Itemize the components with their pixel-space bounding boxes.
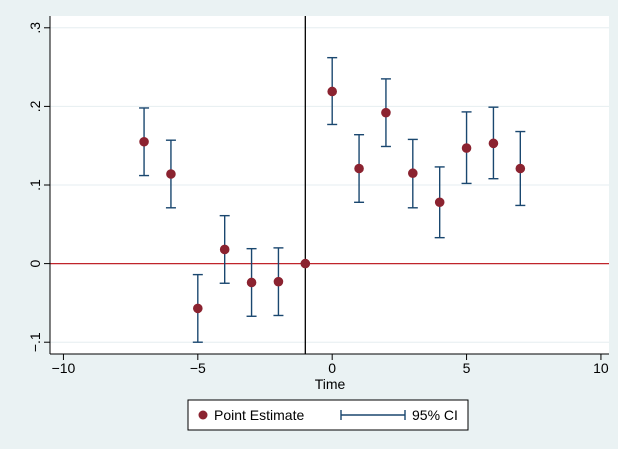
- axis-layer: −10 −5 0 5 10 −.1 0 .1 .2 .3: [27, 16, 609, 376]
- point-estimate-marker: [488, 138, 499, 149]
- x-tick-label: 0: [328, 360, 336, 376]
- point-estimate-marker: [246, 277, 257, 288]
- point-estimate-marker: [193, 303, 203, 314]
- point-layer: [139, 86, 526, 314]
- x-tick-label: 10: [593, 360, 609, 376]
- point-estimate-marker: [327, 86, 337, 97]
- legend: Point Estimate 95% CI: [187, 399, 469, 431]
- point-estimate-marker: [219, 244, 230, 255]
- point-estimate-marker: [166, 169, 176, 179]
- reference-lines-layer: [50, 16, 609, 354]
- legend-point-label: Point Estimate: [214, 407, 304, 423]
- point-estimate-marker: [139, 136, 149, 147]
- legend-ci-marker: [340, 410, 406, 420]
- point-estimate-marker: [300, 258, 311, 269]
- legend-ci-label: 95% CI: [412, 407, 458, 423]
- point-estimate-marker: [273, 276, 284, 287]
- x-tick-label: −10: [52, 360, 76, 376]
- point-estimate-marker: [515, 163, 526, 174]
- point-estimate-marker: [354, 163, 364, 174]
- point-estimate-marker: [434, 197, 445, 208]
- y-tick-label: .3: [27, 22, 43, 34]
- y-tick-label: 0: [27, 260, 43, 268]
- x-tick-label: 5: [463, 360, 471, 376]
- point-estimate-marker: [381, 107, 391, 118]
- point-estimate-marker: [408, 168, 418, 179]
- x-tick-label: −5: [190, 360, 206, 376]
- point-estimate-marker: [461, 143, 472, 153]
- y-tick-label: .1: [27, 179, 43, 191]
- x-axis-label: Time: [315, 376, 346, 392]
- legend-point-marker: [198, 410, 208, 420]
- y-tick-label: .2: [27, 100, 43, 112]
- legend-box: [187, 399, 469, 431]
- y-tick-label: −.1: [27, 332, 43, 352]
